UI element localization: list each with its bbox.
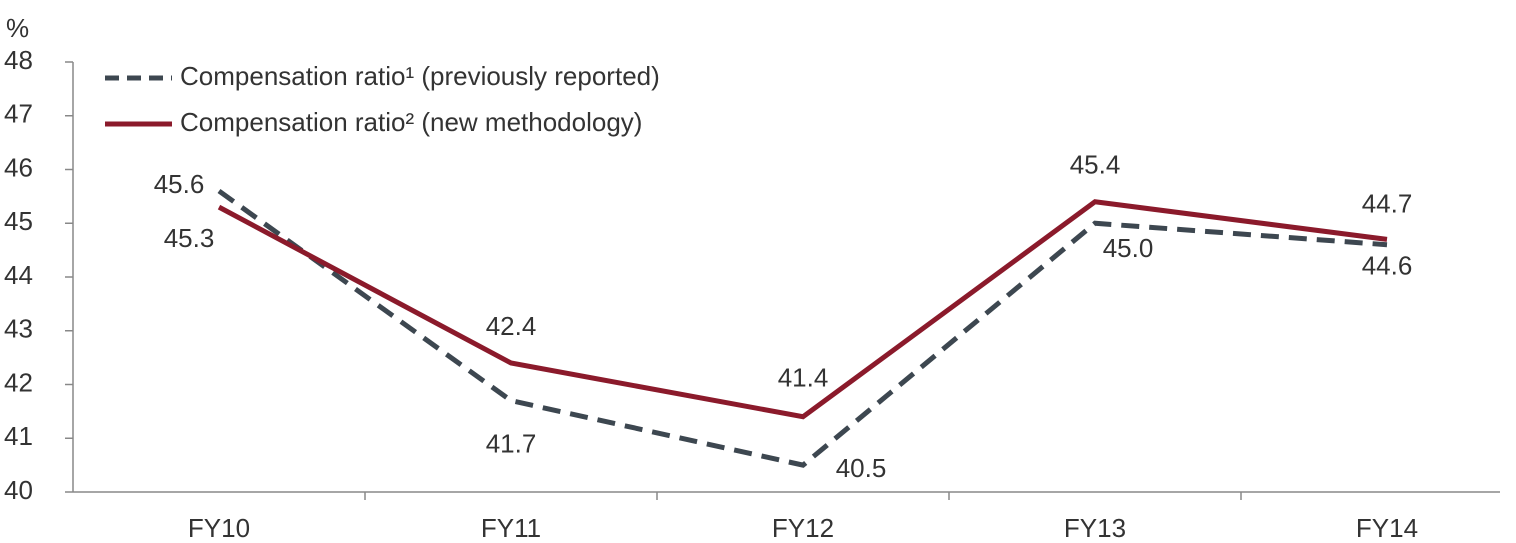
y-tick-label: 48 [4, 45, 33, 75]
y-tick-label: 47 [4, 99, 33, 129]
x-tick-label: FY11 [481, 513, 541, 543]
line-series [217, 188, 1388, 468]
x-tick-label: FY14 [1356, 513, 1418, 543]
data-label: 45.6 [154, 169, 205, 199]
data-label: 44.6 [1362, 251, 1413, 281]
data-label: 42.4 [486, 311, 537, 341]
y-tick-label: 42 [4, 367, 33, 397]
data-label: 40.5 [836, 453, 887, 483]
x-tick-label: FY10 [188, 513, 250, 543]
x-tick-label: FY13 [1064, 513, 1126, 543]
legend-label: Compensation ratio¹ (previously reported… [180, 61, 660, 91]
line-series [217, 199, 1388, 420]
y-tick-label: 41 [4, 421, 33, 451]
data-label: 45.3 [164, 223, 215, 253]
data-label: 41.4 [778, 363, 829, 393]
y-tick-label: 43 [4, 314, 33, 344]
data-label: 44.7 [1362, 188, 1413, 218]
data-label: 45.0 [1103, 233, 1154, 263]
y-axis-unit: % [6, 13, 29, 43]
y-tick-label: 44 [4, 260, 33, 290]
y-tick-label: 40 [4, 475, 33, 505]
legend-label: Compensation ratio² (new methodology) [180, 107, 642, 137]
y-tick-label: 46 [4, 152, 33, 182]
data-label: 45.4 [1070, 150, 1121, 180]
y-tick-label: 45 [4, 206, 33, 236]
x-tick-label: FY12 [772, 513, 834, 543]
data-label: 41.7 [486, 429, 537, 459]
